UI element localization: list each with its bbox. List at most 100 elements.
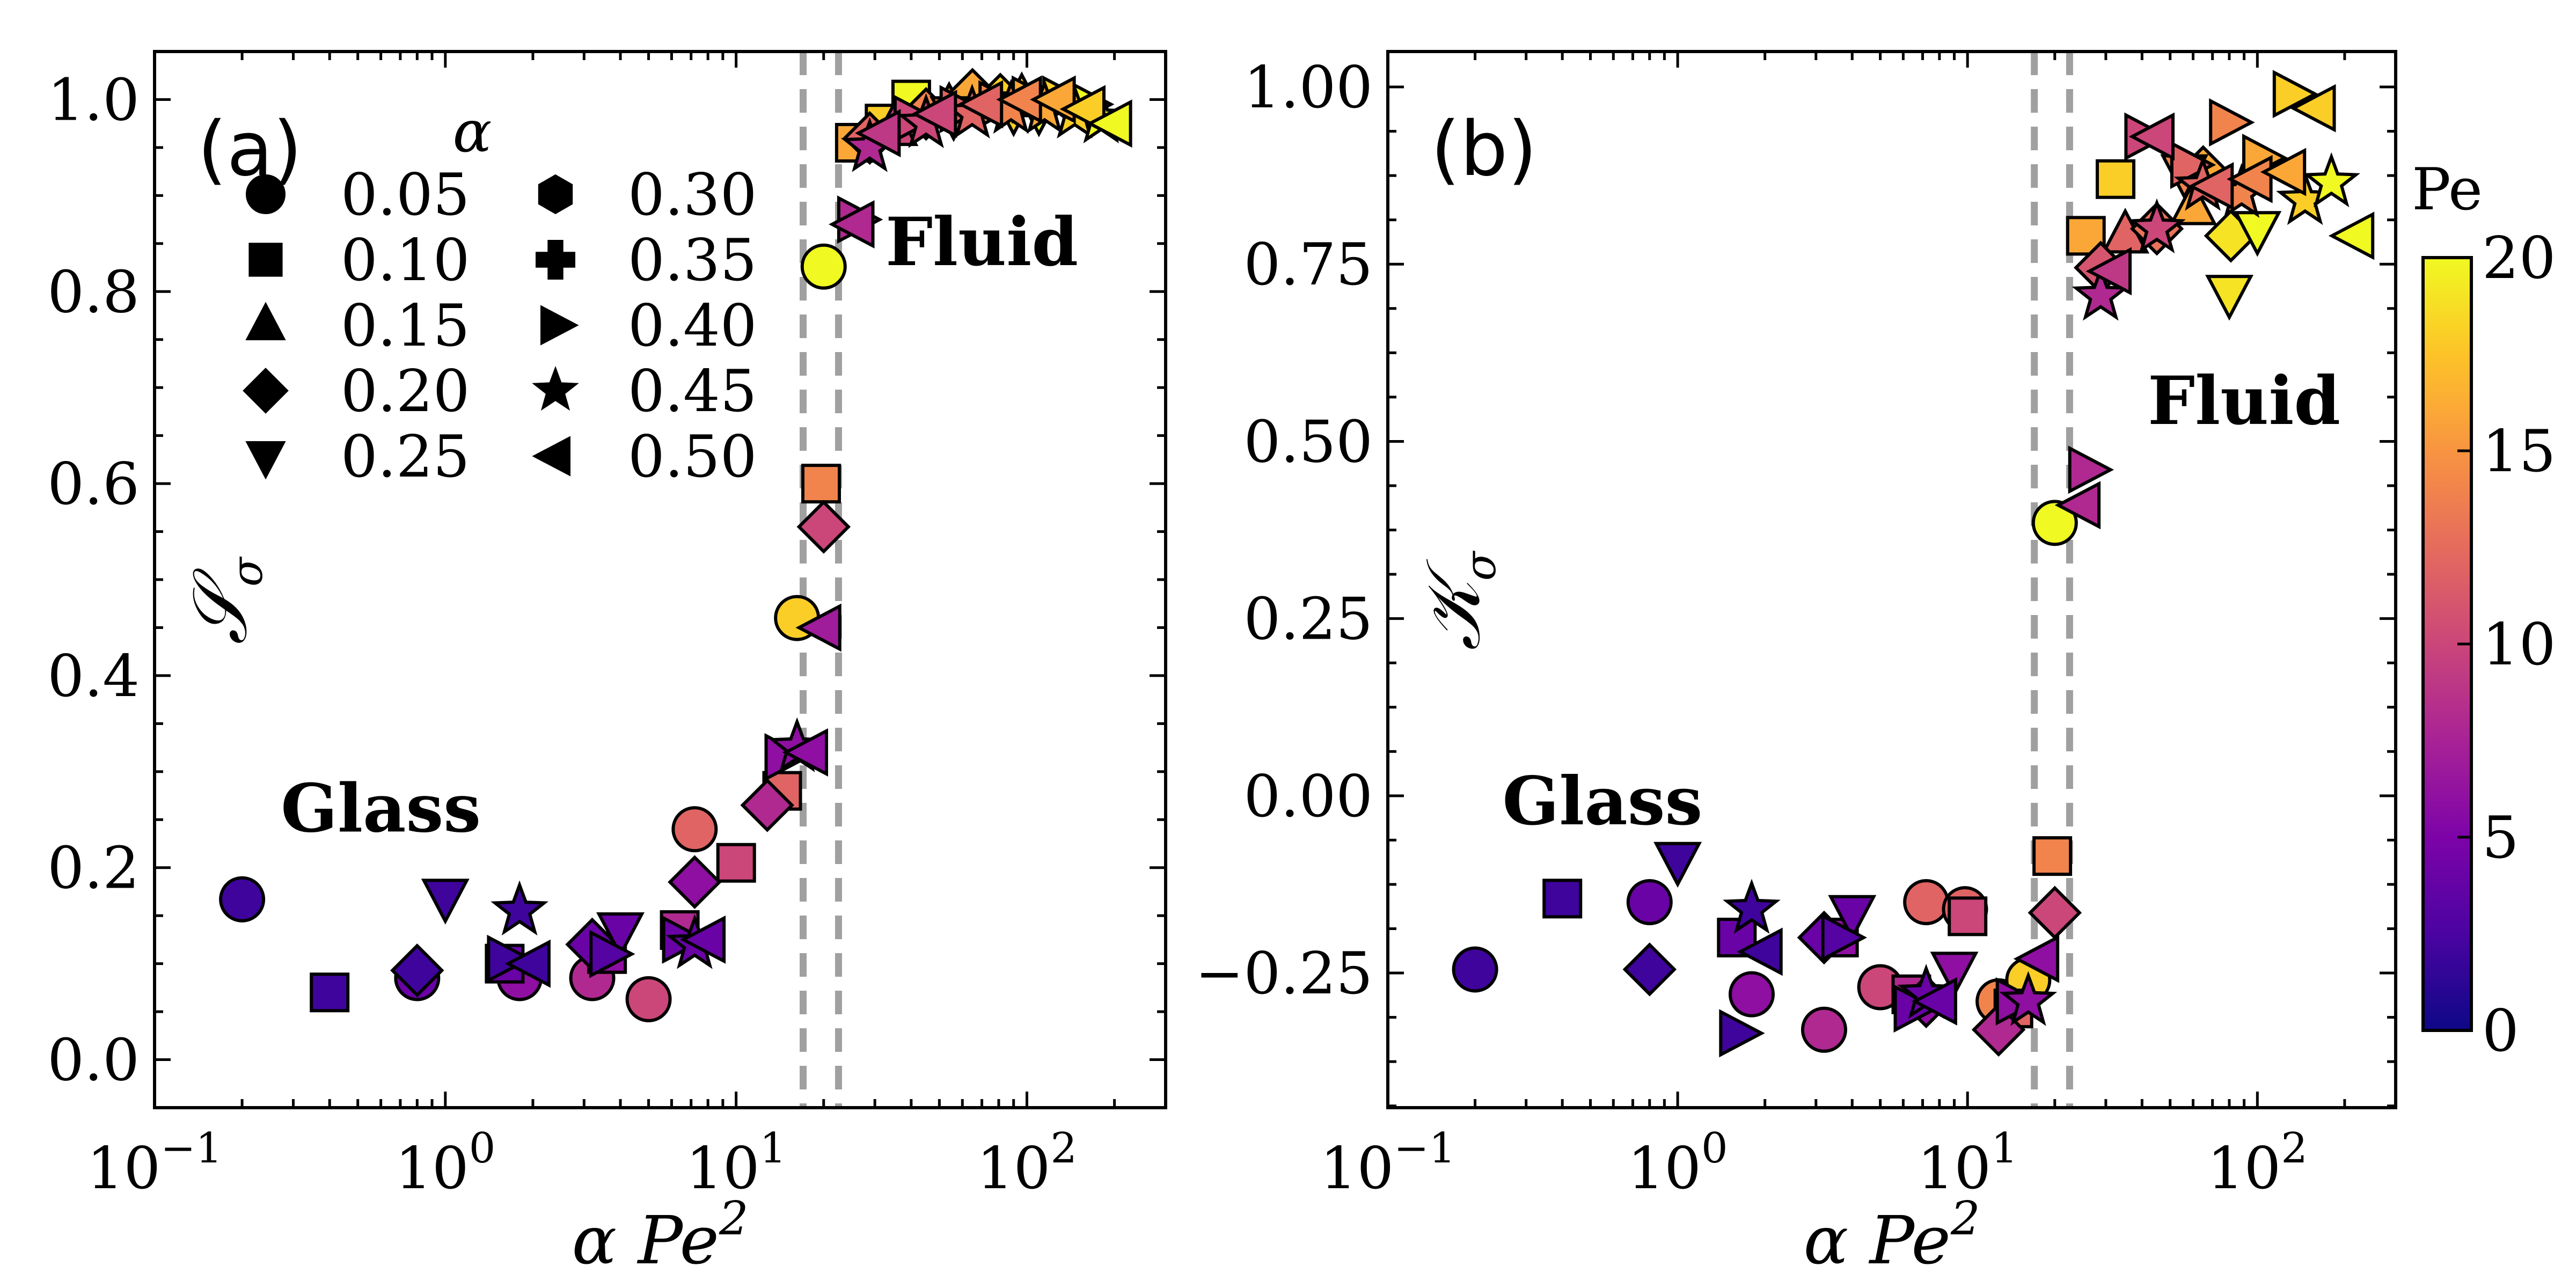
data-point <box>1086 99 1132 148</box>
data-point <box>2170 141 2216 189</box>
x-axis-label: α Pe2 <box>1803 1192 1980 1279</box>
x-tick-label: 100 <box>1628 1124 1728 1202</box>
legend-label: 0.20 <box>341 358 470 425</box>
plot-frame <box>1386 50 2397 1109</box>
x-tick-label-exponent: 2 <box>1050 1124 1077 1173</box>
x-tick-label: 10−1 <box>87 1124 222 1202</box>
y-tick-label: 0.25 <box>1244 586 1373 653</box>
y-tick-label: 1.0 <box>47 67 140 134</box>
region-label-fluid: Fluid <box>885 203 1078 281</box>
legend-label: 0.30 <box>628 162 757 229</box>
panel-b: 10−1 100 101 102−0.250.000.250.500.751.00α … <box>1195 50 2397 1279</box>
data-point <box>487 934 533 983</box>
data-point <box>1999 971 2058 1026</box>
legend-label: 0.45 <box>628 358 757 425</box>
legend-label: 0.50 <box>628 423 757 491</box>
y-axis-label-subscript: σ <box>222 556 272 587</box>
colorbar-tick-label: 10 <box>2482 611 2556 678</box>
x-tick-label-base: 10 <box>1628 1135 1701 1202</box>
y-axis-label-subscript: σ <box>1455 550 1505 581</box>
legend-marker-hexagon <box>538 174 573 215</box>
data-point <box>310 972 350 1013</box>
data-point <box>854 109 901 158</box>
data-point <box>795 603 841 652</box>
data-point <box>2128 198 2186 254</box>
data-point <box>801 464 841 504</box>
data-point <box>2205 275 2253 321</box>
data-point <box>957 80 1004 129</box>
y-tick-label: 0.00 <box>1244 763 1373 830</box>
data-point <box>1626 879 1673 925</box>
data-point <box>671 806 718 853</box>
data-point <box>1653 841 1702 888</box>
data-point <box>2085 247 2132 296</box>
y-tick-label: 1.00 <box>1244 54 1373 121</box>
x-tick-label: 102 <box>977 1124 1077 1202</box>
colorbar-tick-label: 0 <box>2482 998 2519 1065</box>
data-point <box>2227 155 2273 203</box>
data-point <box>2272 70 2319 119</box>
legend-marker-triangle-down <box>245 441 286 480</box>
x-tick-label: 101 <box>686 1124 786 1202</box>
data-point <box>2068 445 2114 494</box>
x-tick-label: 101 <box>1918 1124 2018 1202</box>
legend-label: 0.10 <box>341 227 470 294</box>
data-point <box>1828 895 1877 941</box>
legend-marker-circle <box>246 174 286 214</box>
legend-label: 0.25 <box>341 423 470 491</box>
data-point <box>679 915 726 964</box>
colorbar-tick-label: 5 <box>2482 804 2519 872</box>
region-label-glass: Glass <box>1502 763 1702 840</box>
x-tick-label-base: 10 <box>977 1135 1050 1202</box>
data-point <box>1723 879 1781 934</box>
y-tick-label: 0.8 <box>47 259 140 326</box>
data-point <box>716 843 756 883</box>
x-tick-label-base: 10 <box>1918 1135 1991 1202</box>
data-point <box>740 778 794 832</box>
data-point <box>2128 112 2175 161</box>
x-tick-label-base: 10 <box>2207 1135 2281 1202</box>
data-point <box>421 879 470 925</box>
data-point <box>1821 913 1868 962</box>
legend-label: 0.35 <box>628 227 757 294</box>
data-point <box>596 912 645 958</box>
legend-marker-star <box>532 365 579 411</box>
y-tick-label: 0.0 <box>47 1027 140 1094</box>
x-axis-label-exponent: 2 <box>719 1192 749 1246</box>
x-tick-label-exponent: 0 <box>1701 1124 1728 1173</box>
data-point <box>2187 162 2234 210</box>
legend-marker-diamond <box>243 368 289 414</box>
x-axis-label-exponent: 2 <box>1950 1192 1980 1246</box>
legend-label: 0.15 <box>341 292 470 360</box>
y-tick-label: 0.50 <box>1244 408 1373 475</box>
legend-title: α <box>453 98 492 165</box>
data-point <box>796 500 851 554</box>
legend-marker-triangle-left <box>532 436 570 477</box>
x-tick-label-base: 10 <box>1320 1135 1394 1202</box>
data-point <box>2031 500 2078 546</box>
x-tick-label-base: 10 <box>87 1135 160 1202</box>
data-point <box>1452 946 1498 993</box>
data-point <box>625 976 672 1022</box>
legend-marker-triangle-up <box>245 302 286 340</box>
data-point <box>2302 152 2361 208</box>
data-point <box>589 930 635 978</box>
data-points <box>219 68 1132 1022</box>
data-point <box>1719 1009 1765 1058</box>
y-tick-label: 0.75 <box>1244 231 1373 298</box>
data-point <box>911 90 957 138</box>
y-axis-label: 𝒦σ <box>1410 550 1505 650</box>
data-point <box>2032 836 2073 876</box>
x-tick-label-exponent: 1 <box>1991 1124 2018 1173</box>
colorbar-tick-label: 15 <box>2482 418 2556 485</box>
legend: α0.050.100.150.200.25 0.300.350.400.450.5… <box>243 98 757 491</box>
legend-marker-triangle-right <box>540 305 579 346</box>
y-tick-label: 0.2 <box>47 835 140 902</box>
x-tick-label-exponent: 2 <box>2281 1124 2308 1173</box>
data-point <box>829 200 875 248</box>
colorbar-label: Pe <box>2412 156 2483 223</box>
data-point <box>491 880 549 936</box>
data-point <box>2209 98 2255 147</box>
